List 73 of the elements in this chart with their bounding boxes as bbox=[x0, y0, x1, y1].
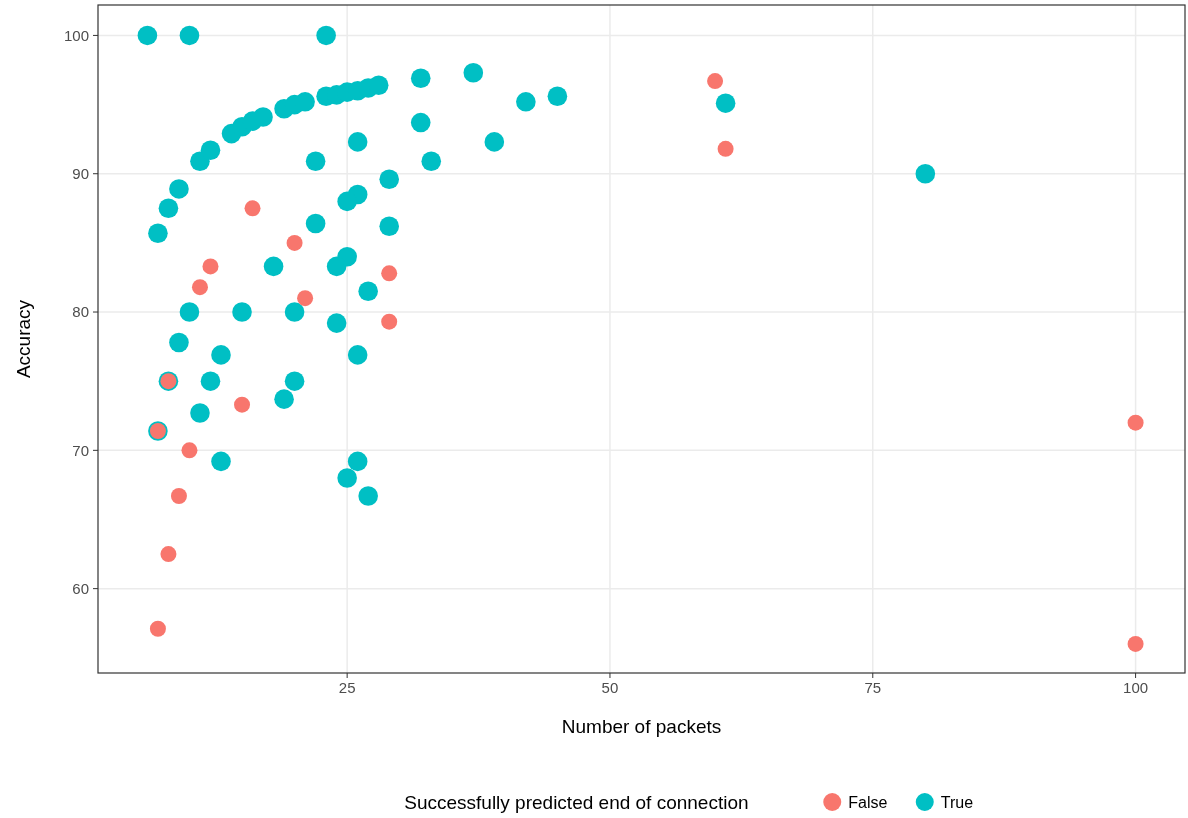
point bbox=[179, 25, 200, 46]
point bbox=[516, 92, 536, 112]
point bbox=[379, 216, 399, 237]
point bbox=[358, 486, 378, 506]
point bbox=[326, 313, 347, 333]
point bbox=[463, 62, 484, 83]
point bbox=[232, 302, 252, 322]
point bbox=[305, 151, 326, 172]
point bbox=[715, 93, 736, 113]
point bbox=[263, 256, 284, 277]
point bbox=[1127, 414, 1144, 431]
point bbox=[284, 371, 305, 391]
x-axis-title: Number of packets bbox=[561, 716, 722, 737]
legend-title: Successfully predicted end of connection bbox=[404, 791, 749, 813]
x-tick-label: 50 bbox=[601, 679, 619, 696]
point bbox=[137, 25, 158, 46]
point bbox=[421, 151, 442, 172]
point bbox=[484, 132, 505, 152]
point bbox=[717, 140, 734, 157]
point bbox=[337, 468, 357, 488]
y-tick-label: 60 bbox=[72, 579, 89, 597]
point bbox=[1127, 635, 1144, 652]
point bbox=[211, 345, 231, 365]
point bbox=[253, 107, 273, 127]
point bbox=[381, 265, 398, 282]
point bbox=[381, 313, 398, 330]
point bbox=[347, 132, 368, 152]
point bbox=[326, 256, 347, 277]
point bbox=[337, 191, 357, 212]
point bbox=[305, 213, 326, 234]
point bbox=[316, 25, 336, 46]
point bbox=[149, 620, 166, 637]
point bbox=[244, 200, 261, 217]
point bbox=[181, 442, 198, 459]
point bbox=[211, 451, 231, 472]
x-tick-label: 75 bbox=[864, 679, 882, 696]
x-tick-label: 100 bbox=[1123, 679, 1149, 696]
point bbox=[191, 279, 208, 296]
point bbox=[160, 546, 177, 563]
point bbox=[169, 179, 189, 199]
point bbox=[707, 73, 724, 90]
x-tick-label: 25 bbox=[338, 679, 356, 696]
y-tick-label: 90 bbox=[72, 164, 89, 182]
point bbox=[234, 396, 251, 413]
point bbox=[410, 112, 431, 133]
y-tick-label: 80 bbox=[72, 303, 89, 321]
point bbox=[202, 258, 219, 275]
point bbox=[169, 332, 189, 353]
point bbox=[295, 92, 315, 112]
y-axis-title: Accuracy bbox=[13, 299, 34, 379]
point bbox=[297, 290, 314, 307]
y-tick-label: 70 bbox=[72, 441, 89, 459]
point bbox=[347, 345, 368, 365]
point bbox=[200, 140, 221, 161]
point bbox=[148, 223, 168, 243]
point bbox=[170, 487, 187, 504]
legend-label: False bbox=[848, 793, 888, 811]
point bbox=[347, 451, 368, 472]
point bbox=[190, 403, 210, 423]
point bbox=[284, 302, 305, 322]
point bbox=[915, 163, 936, 184]
legend-label: True bbox=[940, 793, 974, 811]
y-tick-label: 100 bbox=[63, 26, 89, 44]
point bbox=[274, 389, 294, 409]
point bbox=[379, 169, 399, 190]
point bbox=[368, 75, 389, 96]
point bbox=[358, 281, 378, 302]
point bbox=[410, 68, 431, 89]
point bbox=[200, 371, 221, 391]
point bbox=[286, 234, 303, 251]
point bbox=[158, 198, 179, 219]
point bbox=[179, 302, 200, 322]
point bbox=[547, 86, 568, 107]
